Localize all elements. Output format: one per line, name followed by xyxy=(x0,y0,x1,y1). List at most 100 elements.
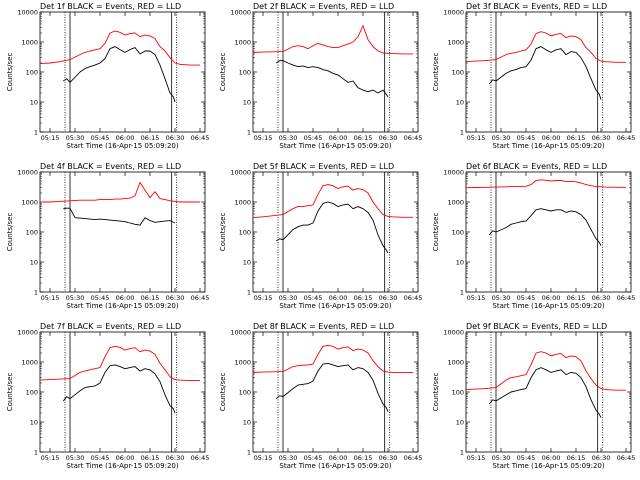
x-tick-label: 06:00 xyxy=(329,134,348,142)
x-axis-label: Start Time (16-Apr-15 05:09:20) xyxy=(492,462,604,470)
x-tick-label: 05:45 xyxy=(304,294,323,302)
x-tick-label: 06:15 xyxy=(141,134,160,142)
y-tick-label: 100 xyxy=(452,228,464,236)
x-tick-label: 05:45 xyxy=(517,134,536,142)
y-tick-label: 1 xyxy=(247,288,251,296)
y-tick-label: 1000 xyxy=(447,38,464,46)
y-tick-label: 1000 xyxy=(234,358,251,366)
y-tick-label: 1000 xyxy=(234,38,251,46)
y-axis-label: Counts/sec xyxy=(432,53,440,92)
chart-title: Det 6f BLACK = Events, RED = LLD xyxy=(466,162,607,171)
detector-panel: Det 6f BLACK = Events, RED = LLD 1 10 100 10… xyxy=(426,160,639,320)
x-tick-label: 06:15 xyxy=(567,454,586,462)
lld-series-line xyxy=(40,181,200,203)
x-tick-label: 05:15 xyxy=(254,294,273,302)
x-tick-label: 06:45 xyxy=(404,134,423,142)
x-tick-label: 05:15 xyxy=(467,454,486,462)
chart-title: Det 2f BLACK = Events, RED = LLD xyxy=(253,2,394,11)
y-axis-label: Counts/sec xyxy=(432,213,440,252)
y-tick-label: 1 xyxy=(460,448,464,456)
x-tick-label: 05:45 xyxy=(517,454,536,462)
y-tick-label: 100 xyxy=(452,68,464,76)
y-axis-label: Counts/sec xyxy=(432,373,440,412)
events-series-line xyxy=(488,46,602,100)
x-tick-label: 06:30 xyxy=(166,294,185,302)
x-tick-label: 06:45 xyxy=(617,134,636,142)
plot-svg: Det 7f BLACK = Events, RED = LLD 1 10 100 10… xyxy=(6,322,209,470)
y-tick-label: 1000 xyxy=(234,198,251,206)
detector-panel: Det 4f BLACK = Events, RED = LLD 1 10 100 10… xyxy=(0,160,213,320)
y-tick-label: 100 xyxy=(239,388,251,396)
lld-series-line xyxy=(465,351,626,391)
y-tick-label: 1000 xyxy=(21,198,38,206)
y-tick-label: 100 xyxy=(239,228,251,236)
y-tick-label: 100 xyxy=(26,228,38,236)
x-tick-label: 05:15 xyxy=(467,294,486,302)
x-tick-label: 05:15 xyxy=(254,454,273,462)
x-tick-label: 05:45 xyxy=(91,134,110,142)
x-tick-label: 05:15 xyxy=(41,294,60,302)
x-axis-label: Start Time (16-Apr-15 05:09:20) xyxy=(66,302,178,310)
y-tick-label: 1 xyxy=(460,288,464,296)
y-tick-label: 10 xyxy=(456,418,464,426)
events-series-line xyxy=(63,207,176,226)
chart-title: Det 1f BLACK = Events, RED = LLD xyxy=(40,2,181,11)
x-tick-label: 06:30 xyxy=(592,294,611,302)
y-tick-label: 10000 xyxy=(230,8,251,16)
x-tick-label: 06:00 xyxy=(329,294,348,302)
plot-svg: Det 3f BLACK = Events, RED = LLD 1 10 100 10… xyxy=(432,2,636,150)
y-tick-label: 100 xyxy=(452,388,464,396)
x-tick-label: 06:15 xyxy=(141,454,160,462)
x-tick-label: 06:00 xyxy=(329,454,348,462)
plot-svg: Det 8f BLACK = Events, RED = LLD 1 10 100 10… xyxy=(219,322,422,470)
y-tick-label: 10 xyxy=(456,98,464,106)
plot-svg: Det 1f BLACK = Events, RED = LLD 1 10 100 10… xyxy=(6,2,209,150)
x-tick-label: 05:30 xyxy=(492,134,511,142)
x-axis-label: Start Time (16-Apr-15 05:09:20) xyxy=(492,302,604,310)
chart-title: Det 8f BLACK = Events, RED = LLD xyxy=(253,322,394,331)
events-series-line xyxy=(62,364,176,414)
y-axis-label: Counts/sec xyxy=(6,373,14,412)
y-tick-label: 100 xyxy=(26,388,38,396)
y-tick-label: 10000 xyxy=(443,8,464,16)
x-tick-label: 06:30 xyxy=(166,454,185,462)
x-tick-label: 06:00 xyxy=(542,454,561,462)
x-tick-label: 05:45 xyxy=(91,454,110,462)
x-tick-label: 05:45 xyxy=(91,294,110,302)
chart-title: Det 5f BLACK = Events, RED = LLD xyxy=(253,162,394,171)
y-tick-label: 1 xyxy=(460,128,464,136)
y-tick-label: 1 xyxy=(34,288,38,296)
y-tick-label: 10000 xyxy=(443,168,464,176)
y-tick-label: 100 xyxy=(26,68,38,76)
y-tick-label: 10000 xyxy=(17,168,38,176)
detector-panel: Det 3f BLACK = Events, RED = LLD 1 10 100 10… xyxy=(426,0,639,160)
x-tick-label: 06:00 xyxy=(116,454,135,462)
y-tick-label: 1000 xyxy=(447,358,464,366)
y-tick-label: 10 xyxy=(30,98,38,106)
x-axis-label: Start Time (16-Apr-15 05:09:20) xyxy=(66,462,178,470)
x-tick-label: 05:30 xyxy=(492,294,511,302)
y-tick-label: 10000 xyxy=(230,328,251,336)
x-tick-label: 06:15 xyxy=(354,454,373,462)
x-tick-label: 06:30 xyxy=(592,454,611,462)
x-axis-label: Start Time (16-Apr-15 05:09:20) xyxy=(279,302,391,310)
lld-series-line xyxy=(39,345,200,382)
detector-panel: Det 8f BLACK = Events, RED = LLD 1 10 100 10… xyxy=(213,320,426,480)
y-tick-label: 10000 xyxy=(17,8,38,16)
detector-panel: Det 9f BLACK = Events, RED = LLD 1 10 100 10… xyxy=(426,320,639,480)
x-tick-label: 06:00 xyxy=(116,294,135,302)
x-tick-label: 06:00 xyxy=(542,134,561,142)
x-tick-label: 06:45 xyxy=(404,294,423,302)
y-axis-label: Counts/sec xyxy=(6,213,14,252)
lld-series-line xyxy=(39,30,200,66)
y-axis-label: Counts/sec xyxy=(219,53,227,92)
x-axis-label: Start Time (16-Apr-15 05:09:20) xyxy=(279,142,391,150)
plot-svg: Det 5f BLACK = Events, RED = LLD 1 10 100 10… xyxy=(219,162,423,310)
y-tick-label: 1000 xyxy=(447,198,464,206)
chart-title: Det 3f BLACK = Events, RED = LLD xyxy=(466,2,607,11)
x-tick-label: 05:15 xyxy=(41,134,60,142)
y-tick-label: 10 xyxy=(30,258,38,266)
x-tick-label: 05:15 xyxy=(254,134,273,142)
x-axis-label: Start Time (16-Apr-15 05:09:20) xyxy=(66,142,178,150)
